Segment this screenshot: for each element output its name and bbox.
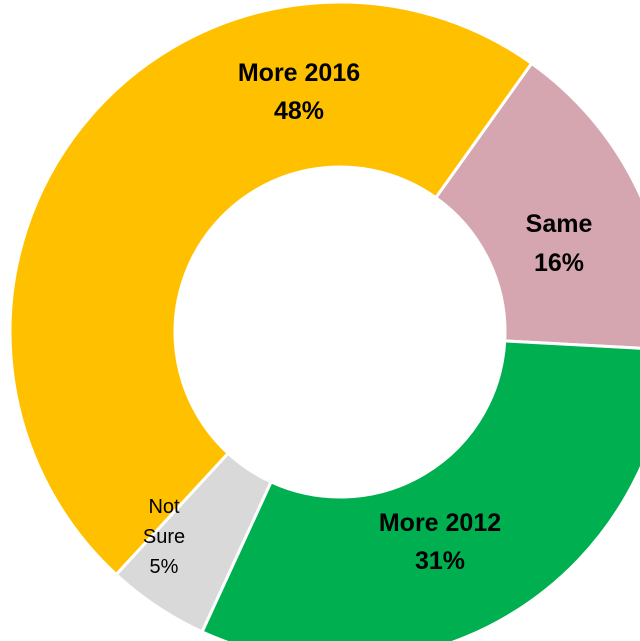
label-more-2016-name: More 2016: [238, 59, 360, 87]
donut-slices: [8, 0, 640, 641]
label-same-percent: 16%: [534, 249, 584, 277]
label-same-name: Same: [526, 210, 593, 238]
slice-labels: Same 16% More 2012 31% Not Sure 5% More …: [143, 59, 593, 578]
label-more-2016-percent: 48%: [274, 97, 324, 125]
label-more-2012-name: More 2012: [379, 509, 501, 537]
slice-more-2012: [200, 339, 640, 641]
label-more-2012-percent: 31%: [415, 547, 465, 575]
label-not-sure-percent: 5%: [150, 556, 179, 578]
slice-more-2016: [8, 0, 534, 577]
slice-same: [433, 61, 640, 350]
label-not-sure-line2: Sure: [143, 526, 185, 548]
label-not-sure-line1: Not: [148, 496, 180, 518]
